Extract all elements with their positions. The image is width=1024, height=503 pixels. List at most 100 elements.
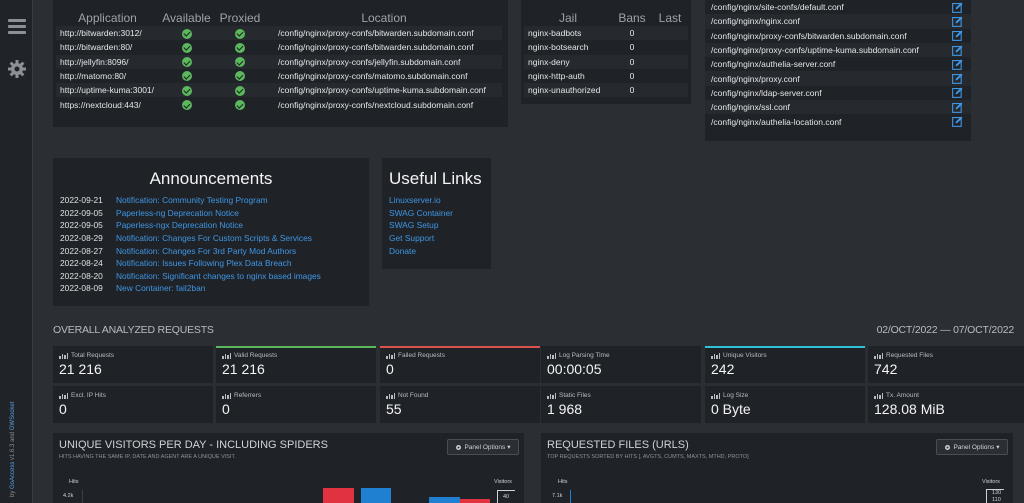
edit-icon[interactable] (952, 44, 963, 56)
config-file-row: /config/nginx/ssl.conf (705, 100, 971, 115)
useful-link[interactable]: Linuxserver.io (389, 195, 441, 206)
jail-name: nginx-http-auth (528, 71, 585, 82)
stat-label-text: Tx. Amount (886, 392, 919, 399)
stat-label: Excl. IP Hits (59, 392, 106, 399)
stat-card: Tx. Amount 128.08 MiB (868, 386, 1024, 423)
visitors-hits-bar[interactable] (323, 488, 354, 503)
overall-section-title: OVERALL ANALYZED REQUESTS (53, 324, 214, 336)
config-file-row: /config/nginx/authelia-location.conf (705, 114, 971, 128)
proxy-app: https://nextcloud:443/ (60, 99, 141, 110)
stat-label-text: Total Requests (71, 352, 114, 359)
useful-link[interactable]: Get Support (389, 233, 435, 244)
proxy-row: http://bitwarden:80/ /config/nginx/proxy-… (56, 40, 502, 54)
jail-table: Jail Bans Last nginx-badbots 0 nginx-botse… (524, 10, 688, 98)
announcement-link[interactable]: Paperless-ngx Deprecation Notice (116, 220, 244, 231)
jail-name: nginx-badbots (524, 26, 612, 41)
announcement-link[interactable]: Notification: Changes For 3rd Party Mod … (116, 245, 297, 256)
gwsocket-link[interactable]: GWSocket (10, 401, 16, 431)
announcement-link[interactable]: Notification: Changes For Custom Scripts… (116, 233, 312, 244)
fail2ban-panel: Jail Bans Last nginx-badbots 0 nginx-botse… (521, 0, 691, 104)
announcement-link[interactable]: Notification: Community Testing Program (116, 195, 268, 206)
edit-icon[interactable] (952, 73, 963, 85)
visitors-visitors-bar[interactable] (361, 488, 391, 503)
announcement-date: 2022-08-29 (60, 233, 103, 244)
col-last: Last (658, 11, 682, 25)
jail-bans: 0 (629, 71, 635, 82)
visitors-hits-bar[interactable] (460, 499, 490, 503)
proxied-cell (214, 26, 266, 41)
available-cell (159, 54, 214, 69)
stat-label: Log Parsing Time (547, 352, 610, 359)
edit-icon[interactable] (952, 30, 963, 42)
files-axis-right: Visitors (982, 479, 1000, 485)
useful-link[interactable]: SWAG Container (389, 207, 453, 218)
available-cell (159, 26, 214, 41)
stat-label: Log Size (711, 392, 748, 399)
config-files-panel: /config/nginx/site-confs/default.conf/co… (705, 0, 971, 141)
proxy-app: http://jellyfin:8096/ (56, 54, 159, 69)
jail-last (652, 40, 688, 54)
stat-value: 742 (874, 361, 898, 377)
files-right-axis-line: 130 110 (986, 489, 1004, 503)
hamburger-menu-icon[interactable] (7, 16, 27, 36)
announcement-link[interactable]: New Container: fail2ban (116, 283, 206, 294)
config-file-path: /config/nginx/proxy-confs/bitwarden.subd… (711, 30, 907, 41)
stat-value: 128.08 MiB (874, 401, 945, 417)
edit-icon[interactable] (952, 59, 963, 70)
proxied-cell (214, 40, 266, 54)
proxy-table: Application Available Proxied Location h… (56, 10, 502, 112)
files-panel-options-button[interactable]: Panel Options ▾ (936, 439, 1008, 455)
goaccess-link[interactable]: GoAccess (10, 461, 16, 489)
visitors-panel-options-button[interactable]: Panel Options ▾ (447, 439, 519, 455)
caret-down-icon: ▾ (996, 444, 1000, 451)
bar-chart-icon (386, 392, 395, 399)
announcement-link[interactable]: Notification: Issues Following Plex Data… (116, 258, 292, 269)
config-file-list: /config/nginx/site-confs/default.conf/co… (705, 0, 971, 129)
config-file-path: /config/nginx/proxy.conf (711, 73, 800, 84)
edit-icon[interactable] (952, 102, 963, 113)
requested-files-panel: REQUESTED FILES (URLS) TOP REQUESTS SORT… (541, 433, 1013, 503)
useful-link[interactable]: SWAG Setup (389, 220, 439, 231)
available-cell (159, 40, 214, 54)
visitors-axis-right: Visitors (494, 479, 512, 485)
announcements-panel: Announcements 2022-09-21 Notification: Co… (53, 158, 369, 306)
stat-label-text: Not Found (398, 392, 429, 399)
stat-value: 55 (386, 401, 402, 417)
stat-card: Requested Files 742 (868, 346, 1024, 383)
date-range: 02/OCT/2022 — 07/OCT/2022 (876, 324, 1015, 336)
stat-label-text: Requested Files (886, 352, 933, 359)
announcement-link[interactable]: Notification: Significant changes to ngi… (116, 270, 321, 281)
check-circle-icon (181, 100, 192, 110)
credit-and: and (10, 430, 16, 444)
col-bans: Bans (618, 11, 646, 25)
check-circle-icon (235, 57, 245, 68)
config-file-row: /config/nginx/site-confs/default.conf (705, 0, 971, 14)
announcement-item: 2022-08-27 Notification: Changes For 3rd … (60, 244, 365, 257)
bar-chart-icon (59, 392, 68, 399)
stat-card: Not Found 55 (380, 386, 540, 423)
edit-icon[interactable] (952, 16, 963, 27)
announcement-link[interactable]: Paperless-ng Deprecation Notice (116, 207, 239, 218)
announcement-item: 2022-08-29 Notification: Changes For Cust… (60, 232, 365, 245)
visitors-visitors-bar[interactable] (429, 497, 460, 503)
useful-link[interactable]: Donate (389, 245, 417, 256)
stat-label-text: Log Parsing Time (559, 352, 610, 359)
proxy-row: http://uptime-kuma:3001/ /config/nginx/pr… (56, 83, 502, 98)
announcements-title: Announcements (149, 169, 273, 188)
credit-version: v1.6.3 (10, 443, 16, 462)
credit-prefix: by (10, 488, 16, 497)
edit-icon[interactable] (952, 116, 963, 127)
jail-name: nginx-deny (524, 54, 612, 69)
jail-bans: 0 (629, 42, 635, 53)
available-cell (159, 83, 214, 98)
proxy-app: http://matomo:80/ (60, 71, 127, 82)
announcement-date: 2022-09-21 (60, 195, 103, 206)
jail-last (652, 54, 688, 69)
edit-icon[interactable] (952, 2, 963, 13)
stat-label: Failed Requests (386, 352, 445, 359)
bar-chart-icon (874, 352, 883, 359)
announcement-date: 2022-09-05 (60, 220, 103, 231)
gear-icon[interactable] (7, 59, 27, 79)
edit-icon[interactable] (952, 87, 963, 99)
check-circle-icon (181, 85, 192, 96)
